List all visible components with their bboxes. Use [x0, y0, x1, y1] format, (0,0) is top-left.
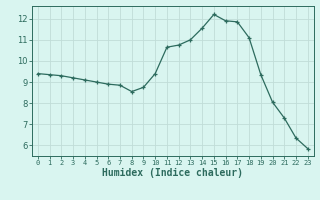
- X-axis label: Humidex (Indice chaleur): Humidex (Indice chaleur): [102, 168, 243, 178]
